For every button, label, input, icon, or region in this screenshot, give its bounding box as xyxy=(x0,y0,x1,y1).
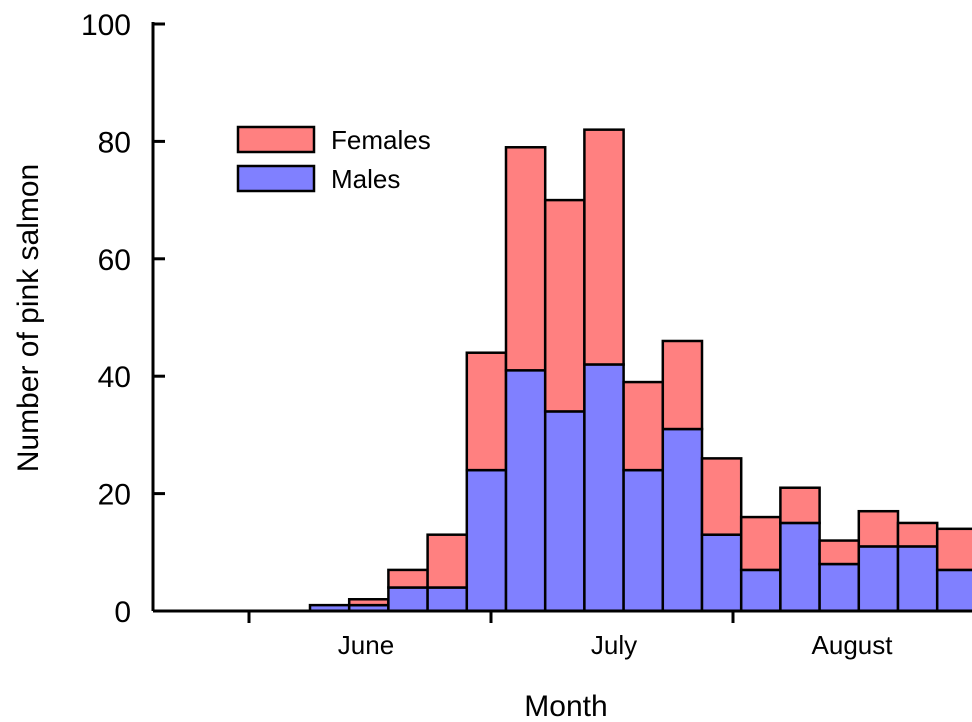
bar-females-16 xyxy=(935,527,972,572)
bar-males-7 xyxy=(583,363,625,613)
legend-swatch-females xyxy=(236,125,316,154)
legend-swatch-males xyxy=(236,164,316,193)
bar-males-13 xyxy=(818,562,861,613)
y-tick-label-60: 60 xyxy=(98,244,131,277)
bar-males-8 xyxy=(622,468,665,613)
bar-males-5 xyxy=(504,369,547,613)
x-tick-label-june: June xyxy=(338,630,394,660)
bar-males-12 xyxy=(779,521,821,613)
bar-males-11 xyxy=(739,568,782,613)
bar-females-7 xyxy=(583,128,625,366)
legend: Females Males xyxy=(236,125,431,194)
bar-males-6 xyxy=(543,410,586,613)
bar-females-10 xyxy=(700,457,743,536)
bar-females-2 xyxy=(387,568,429,589)
y-tick-label-100: 100 xyxy=(81,9,131,42)
y-axis-title: Number of pink salmon xyxy=(12,164,45,472)
bar-females-8 xyxy=(622,380,665,472)
y-tick-label-80: 80 xyxy=(98,126,131,159)
bar-females-3 xyxy=(426,533,469,589)
axes-group xyxy=(151,22,972,613)
x-axis-title: Month xyxy=(524,690,607,722)
x-tick-label-august: August xyxy=(812,630,894,660)
bar-males-4 xyxy=(465,468,508,613)
bar-females-13 xyxy=(818,539,861,566)
bar-males-10 xyxy=(700,533,743,613)
legend-label-females: Females xyxy=(331,125,431,155)
bar-males-15 xyxy=(896,545,939,613)
bar-males-16 xyxy=(935,568,972,613)
bar-males-9 xyxy=(661,427,704,613)
bar-males-2 xyxy=(387,586,429,613)
bar-females-1 xyxy=(347,598,390,607)
y-ticks-group: 0 20 40 60 80 100 xyxy=(81,9,165,629)
y-tick-label-40: 40 xyxy=(98,361,131,394)
y-tick-label-0: 0 xyxy=(114,596,131,629)
bar-males-14 xyxy=(857,545,900,613)
bar-females-15 xyxy=(896,521,939,548)
bar-females-4 xyxy=(465,351,508,472)
bar-males-3 xyxy=(426,586,469,613)
bars-group xyxy=(308,128,972,613)
bar-females-5 xyxy=(504,146,547,372)
bar-females-12 xyxy=(779,486,821,525)
bar-females-14 xyxy=(857,509,900,548)
bar-females-9 xyxy=(661,339,704,431)
y-tick-label-20: 20 xyxy=(98,479,131,512)
bar-females-11 xyxy=(739,515,782,572)
x-tick-label-july: July xyxy=(591,630,637,660)
x-ticks-group: June July August xyxy=(247,611,894,660)
legend-label-males: Males xyxy=(331,164,400,194)
bar-females-6 xyxy=(543,198,586,413)
